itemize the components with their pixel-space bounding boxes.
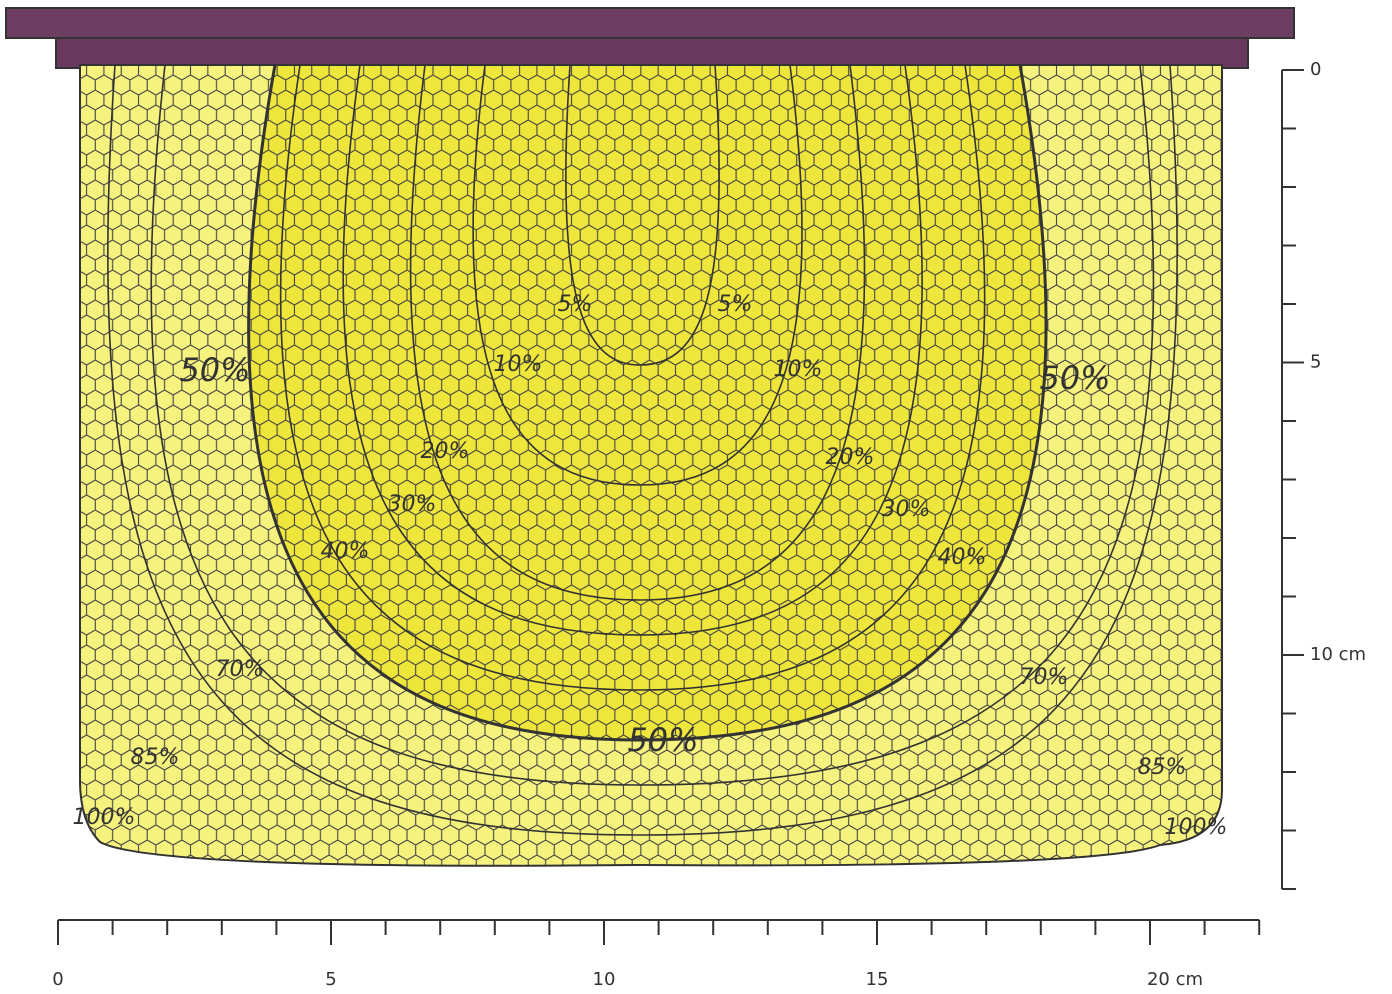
contour-label: 20% bbox=[421, 439, 470, 464]
contour-label: 30% bbox=[388, 492, 437, 517]
contour-label: 70% bbox=[216, 657, 265, 682]
contour-label: 20% bbox=[826, 445, 875, 470]
contour-label: 50% bbox=[1039, 359, 1110, 397]
contour-label: 50% bbox=[179, 351, 250, 389]
contour-line bbox=[106, 65, 1178, 836]
contour-label: 5% bbox=[718, 292, 753, 317]
contour-label: 85% bbox=[1138, 755, 1187, 780]
x-tick-label: 15 bbox=[866, 969, 889, 990]
contour-label: 70% bbox=[1020, 665, 1069, 690]
contour-label: 40% bbox=[938, 545, 987, 570]
contour-label: 100% bbox=[73, 805, 136, 830]
contour-label: 10% bbox=[494, 352, 543, 377]
contour-line bbox=[342, 65, 923, 636]
contour-label: 100% bbox=[1165, 815, 1228, 840]
top-bar bbox=[5, 7, 1295, 39]
contour-label: 85% bbox=[131, 745, 180, 770]
contour-line bbox=[409, 65, 866, 601]
contour-label: 50% bbox=[627, 721, 698, 759]
x-tick-label: 5 bbox=[325, 969, 336, 990]
contour-line bbox=[472, 65, 803, 486]
y-tick-label: 5 bbox=[1310, 352, 1321, 373]
contour-line bbox=[565, 65, 720, 366]
x-tick-label: 0 bbox=[52, 969, 63, 990]
x-tick-label: 10 bbox=[593, 969, 616, 990]
contour-label: 30% bbox=[882, 497, 931, 522]
contour-label: 10% bbox=[774, 357, 823, 382]
x-tick-label: 20 cm bbox=[1147, 969, 1203, 990]
contour-line bbox=[279, 65, 986, 691]
y-tick-label: 0 bbox=[1310, 59, 1321, 80]
contour-line bbox=[150, 65, 1155, 786]
contour-label: 5% bbox=[558, 292, 593, 317]
contour-line bbox=[247, 65, 1048, 742]
y-tick-label: 10 cm bbox=[1310, 644, 1366, 665]
top-bar bbox=[55, 37, 1249, 69]
comb bbox=[80, 65, 1222, 866]
comb-outline bbox=[79, 64, 1223, 867]
contour-label: 40% bbox=[321, 539, 370, 564]
